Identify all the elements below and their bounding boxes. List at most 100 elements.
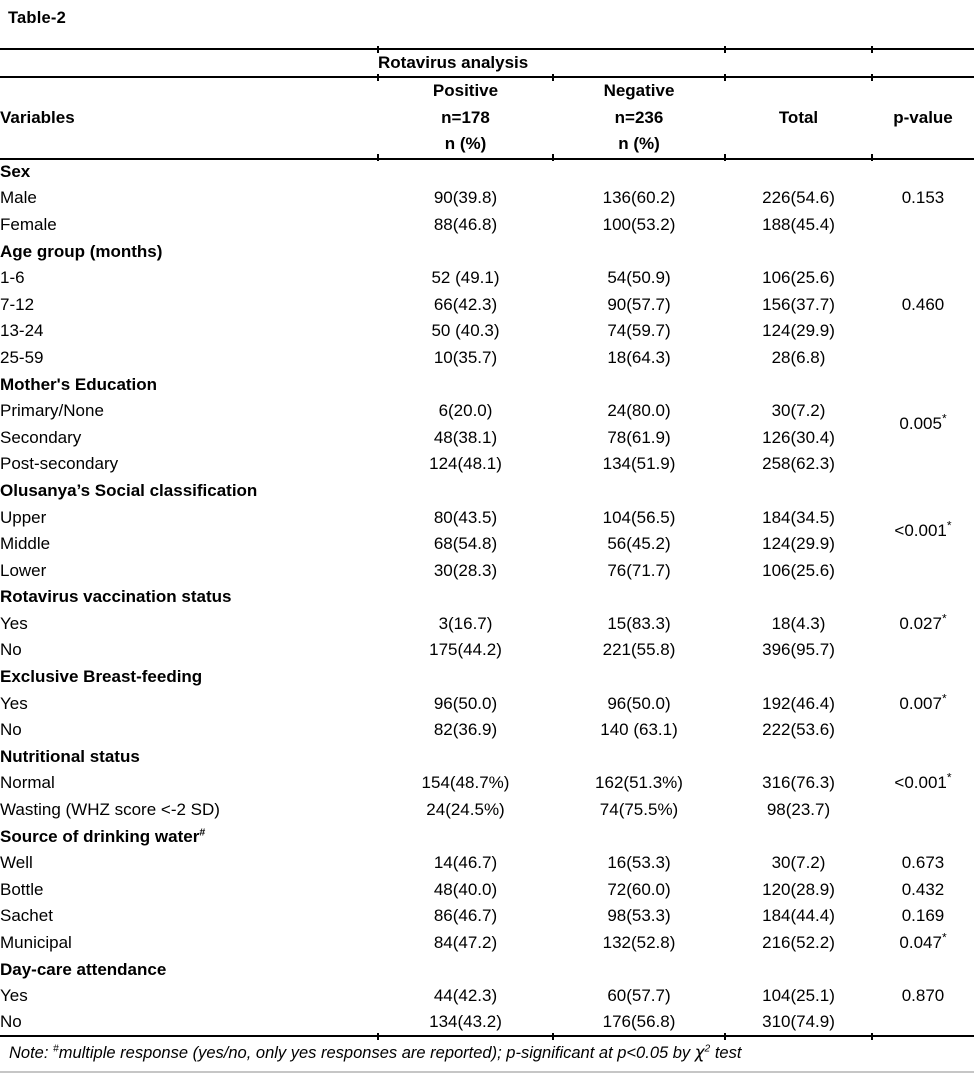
empty-cell — [378, 371, 553, 398]
span-header: Rotavirus analysis — [378, 48, 725, 78]
positive-cell: 52 (49.1) — [431, 268, 500, 288]
total-cell: 184(44.4) — [762, 906, 835, 926]
column-boundary-tick — [377, 45, 379, 53]
empty-cell — [378, 664, 553, 691]
section-label: Sex — [0, 162, 31, 182]
empty-cell — [0, 48, 378, 78]
empty-cell — [725, 371, 872, 398]
data-row: No 134(43.2) 176(56.8) 310(74.9) — [0, 1009, 974, 1038]
section-label: Age group (months) — [0, 241, 163, 261]
variable-cell: Yes — [0, 986, 28, 1006]
total-cell: 126(30.4) — [762, 427, 835, 447]
variable-cell: Well — [0, 853, 33, 873]
data-row: Middle 68(54.8) 56(45.2) 124(29.9) — [0, 531, 974, 558]
empty-cell — [872, 371, 974, 398]
data-row: Yes 96(50.0) 96(50.0) 192(46.4) 0.007* — [0, 690, 974, 717]
empty-cell — [553, 238, 725, 265]
negative-label: Negative — [603, 81, 675, 100]
positive-cell: 134(43.2) — [378, 1009, 553, 1038]
pvalue-cell: 0.432 — [901, 879, 945, 899]
variable-cell: Municipal — [0, 933, 72, 953]
data-row: Upper 80(43.5) 104(56.5) 184(34.5) <0.001* — [0, 504, 974, 540]
negative-npct: n (%) — [618, 134, 660, 153]
column-boundary-tick — [552, 1032, 554, 1040]
section-row: Exclusive Breast-feeding — [0, 664, 974, 691]
column-boundary-tick — [552, 73, 554, 81]
empty-cell — [872, 238, 974, 265]
total-cell: 30(7.2) — [771, 853, 826, 873]
total-cell: 226(54.6) — [762, 188, 835, 208]
empty-cell — [872, 584, 974, 611]
variable-cell: Normal — [0, 773, 55, 793]
empty-cell — [725, 664, 872, 691]
note-hash-superscript: # — [53, 1043, 59, 1055]
column-header-positive: Positive n=178 n (%) — [378, 77, 553, 160]
negative-cell: 18(64.3) — [607, 347, 671, 367]
data-row: Yes 3(16.7) 15(83.3) 18(4.3) 0.027* — [0, 611, 974, 638]
pvalue-cell — [872, 212, 974, 239]
column-boundary-tick — [724, 45, 726, 53]
page-bottom-line — [0, 1071, 974, 1073]
total-cell: 106(25.6) — [762, 268, 835, 288]
empty-cell — [378, 956, 553, 983]
negative-cell: 74(59.7) — [607, 321, 671, 341]
data-row: Primary/None 6(20.0) 24(80.0) 30(7.2) 0.005* — [0, 398, 974, 433]
section-row: Rotavirus vaccination status — [0, 584, 974, 611]
section-label: Rotavirus vaccination status — [0, 587, 232, 607]
table-body: Sex Male 90(39.8) 136(60.2) 226(54.6) 0.153 Fe… — [0, 159, 974, 1038]
pvalue-cell: 0.673 — [901, 853, 945, 873]
variable-cell: Yes — [0, 613, 28, 633]
column-boundary-tick — [552, 154, 554, 161]
pvalue-cell — [872, 451, 974, 478]
total-cell: 120(28.9) — [762, 879, 835, 899]
negative-cell: 100(53.2) — [602, 214, 676, 234]
column-header-variables: Variables — [0, 77, 378, 160]
pvalue-cell — [872, 797, 974, 824]
section-label: Olusanya’s Social classification — [0, 480, 258, 500]
span-header-row: Rotavirus analysis — [0, 48, 974, 78]
negative-cell: 78(61.9) — [607, 427, 671, 447]
empty-cell — [725, 48, 872, 78]
variable-cell: Male — [0, 188, 37, 208]
variable-cell: Lower — [0, 560, 47, 580]
variable-cell: Bottle — [0, 879, 44, 899]
negative-cell: 90(57.7) — [607, 294, 671, 314]
empty-cell — [553, 159, 725, 186]
negative-cell: 16(53.3) — [607, 853, 671, 873]
empty-cell — [725, 956, 872, 983]
pvalue-cell: 0.153 — [901, 188, 945, 208]
data-row: Lower 30(28.3) 76(71.7) 106(25.6) — [0, 557, 974, 584]
data-row: Female 88(46.8) 100(53.2) 188(45.4) — [0, 212, 974, 239]
pvalue-cell: 0.027* — [899, 611, 947, 633]
empty-cell — [872, 159, 974, 186]
empty-cell — [378, 478, 553, 505]
note-prefix: Note: — [9, 1044, 54, 1063]
empty-cell — [553, 371, 725, 398]
pvalue-cell — [872, 637, 974, 664]
total-cell: 124(29.9) — [762, 321, 835, 341]
total-cell: 310(74.9) — [725, 1009, 872, 1038]
data-row: Sachet 86(46.7) 98(53.3) 184(44.4) 0.169 — [0, 903, 974, 930]
positive-cell: 96(50.0) — [433, 693, 498, 713]
variable-cell: 7-12 — [0, 294, 35, 314]
negative-cell: 221(55.8) — [602, 640, 676, 660]
section-row: Mother's Education — [0, 371, 974, 398]
positive-cell: 48(40.0) — [433, 879, 498, 899]
positive-cell: 44(42.3) — [433, 986, 498, 1006]
variable-cell: Primary/None — [0, 401, 104, 421]
data-row: Municipal 84(47.2) 132(52.8) 216(52.2) 0.047… — [0, 930, 974, 957]
pvalue-cell — [872, 1009, 974, 1038]
section-row: Sex — [0, 159, 974, 186]
data-row: 13-24 50 (40.3) 74(59.7) 124(29.9) — [0, 318, 974, 345]
data-row: Male 90(39.8) 136(60.2) 226(54.6) 0.153 — [0, 185, 974, 212]
negative-cell: 24(80.0) — [607, 401, 671, 421]
significance-asterisk: * — [946, 518, 952, 533]
significance-asterisk: * — [941, 411, 947, 426]
pvalue-cell — [872, 265, 974, 292]
data-row: 7-12 66(42.3) 90(57.7) 156(37.7) 0.460 — [0, 291, 974, 318]
positive-cell: 124(48.1) — [429, 454, 502, 474]
column-boundary-tick — [871, 1032, 873, 1040]
positive-npct: n (%) — [444, 134, 487, 153]
negative-cell: 162(51.3%) — [595, 773, 683, 793]
